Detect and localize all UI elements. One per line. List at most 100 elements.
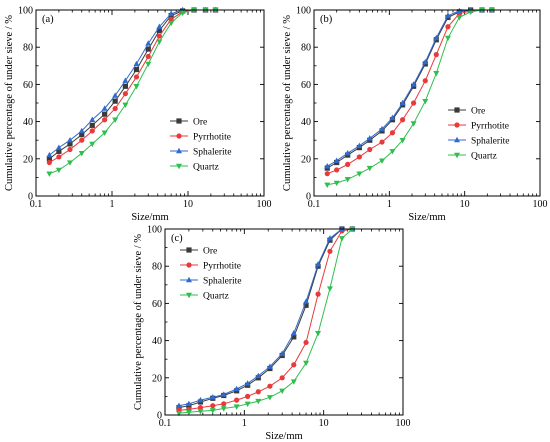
data-point-sphalerite — [168, 10, 175, 16]
data-point-pyrrhotite — [168, 16, 174, 22]
data-point-quartz — [220, 406, 227, 412]
y-tick-label: 80 — [152, 262, 162, 273]
data-point-sphalerite — [122, 77, 129, 83]
data-point-sphalerite — [315, 261, 322, 267]
legend-label-ore: Ore — [471, 107, 485, 117]
y-axis-label: Cumulative percentage of under sieve / % — [282, 15, 293, 191]
data-point-pyrrhotite — [112, 105, 118, 112]
data-point-quartz — [326, 286, 333, 292]
data-point-quartz — [433, 71, 440, 77]
data-point-sphalerite — [366, 135, 373, 141]
legend-marker-pyrrhotite — [186, 262, 192, 268]
chart-panel-3: 0.1 1 10 100 0 20 40 60 80 100 (c) Size/mm Cumulativ… — [133, 225, 411, 442]
data-point-sphalerite — [244, 380, 251, 386]
data-point-quartz — [266, 395, 273, 401]
data-point-quartz — [112, 117, 119, 123]
legend-marker-ore — [454, 107, 460, 113]
y-tick-label: 80 — [301, 43, 311, 54]
data-point-quartz — [168, 20, 175, 27]
data-point-pyrrhotite — [89, 128, 95, 134]
data-point-sphalerite — [255, 372, 262, 379]
data-point-pyrrhotite — [221, 401, 227, 407]
data-point-quartz — [467, 9, 474, 16]
x-tick-label: 100 — [533, 199, 548, 210]
series-line-pyrrhotite — [178, 228, 353, 411]
y-tick-label: 0 — [28, 192, 33, 203]
x-tick-label: 0.1 — [30, 199, 43, 210]
data-point-quartz — [290, 379, 297, 385]
data-point-quartz — [333, 180, 340, 187]
x-tick-label: 1 — [110, 199, 115, 210]
chart-panel-2: 0.1 1 10 100 0 20 40 60 80 100 (b) Size/mm Cumulativ… — [282, 6, 548, 224]
legend-label-pyrrhotite: Pyrrhotite — [471, 122, 509, 132]
data-point-quartz — [185, 410, 192, 416]
data-point-pyrrhotite — [67, 146, 73, 153]
legend-marker-pyrrhotite — [176, 133, 182, 139]
data-point-quartz — [209, 408, 216, 414]
series-line-ore — [327, 9, 492, 169]
legend-marker-quartz — [186, 292, 192, 299]
y-tick-label: 100 — [296, 6, 311, 17]
data-point-pyrrhotite — [245, 393, 251, 399]
data-point-quartz — [233, 404, 240, 410]
data-point-sphalerite — [133, 60, 140, 67]
data-point-ore — [56, 148, 62, 154]
data-point-pyrrhotite — [122, 91, 128, 97]
data-point-quartz — [379, 158, 386, 164]
panel-label: (b) — [320, 14, 333, 25]
y-tick-label: 0 — [157, 411, 162, 422]
data-point-sphalerite — [279, 350, 286, 356]
data-point-sphalerite — [326, 235, 333, 241]
data-point-pyrrhotite — [79, 137, 85, 143]
data-point-pyrrhotite — [133, 74, 140, 80]
data-point-quartz — [46, 171, 53, 177]
data-point-quartz — [324, 182, 331, 189]
x-tick-label: 0.1 — [308, 199, 321, 210]
data-point-quartz — [122, 102, 129, 109]
legend: Ore Pyrrhotite Sphalerite Quartz — [170, 118, 232, 173]
data-point-sphalerite — [175, 402, 182, 408]
series-line-quartz — [327, 9, 492, 186]
data-point-quartz — [389, 149, 396, 155]
data-point-ore — [122, 83, 128, 89]
data-point-pyrrhotite — [255, 389, 261, 395]
data-point-pyrrhotite — [334, 167, 340, 173]
x-axis-label: Size/mm — [265, 431, 302, 442]
data-point-pyrrhotite — [46, 159, 52, 166]
x-tick-label: 100 — [396, 418, 411, 429]
data-point-pyrrhotite — [411, 100, 417, 106]
data-point-quartz — [78, 151, 85, 157]
legend-marker-ore — [176, 118, 182, 124]
data-point-quartz — [338, 236, 345, 242]
x-axis-label: Size/mm — [131, 212, 168, 223]
data-point-quartz — [133, 84, 140, 90]
data-point-ore — [79, 132, 85, 138]
data-point-sphalerite — [145, 40, 152, 46]
y-tick-label: 60 — [301, 80, 311, 91]
data-point-quartz — [344, 177, 351, 183]
data-point-sphalerite — [112, 92, 119, 98]
series-line-pyrrhotite — [49, 9, 216, 163]
data-point-sphalerite — [185, 400, 192, 407]
data-point-pyrrhotite — [210, 403, 216, 409]
legend-label-pyrrhotite: Pyrrhotite — [193, 133, 231, 143]
y-tick-label: 0 — [306, 192, 311, 203]
series-line-ore — [178, 228, 353, 409]
x-tick-label: 100 — [257, 199, 272, 210]
data-point-pyrrhotite — [445, 24, 451, 30]
data-point-sphalerite — [101, 105, 108, 111]
data-point-sphalerite — [433, 34, 440, 41]
data-point-pyrrhotite — [56, 154, 62, 160]
legend-label-pyrrhotite: Pyrrhotite — [203, 262, 241, 272]
data-point-quartz — [315, 330, 322, 337]
data-point-pyrrhotite — [197, 404, 204, 411]
data-point-sphalerite — [444, 12, 451, 18]
data-point-quartz — [366, 165, 373, 172]
data-point-ore — [46, 156, 52, 162]
data-point-ore — [156, 27, 162, 34]
data-point-ore — [89, 122, 95, 128]
data-point-quartz — [244, 401, 251, 408]
y-tick-label: 40 — [301, 117, 311, 128]
legend-marker-quartz — [176, 163, 182, 170]
plot-frame — [164, 228, 404, 416]
